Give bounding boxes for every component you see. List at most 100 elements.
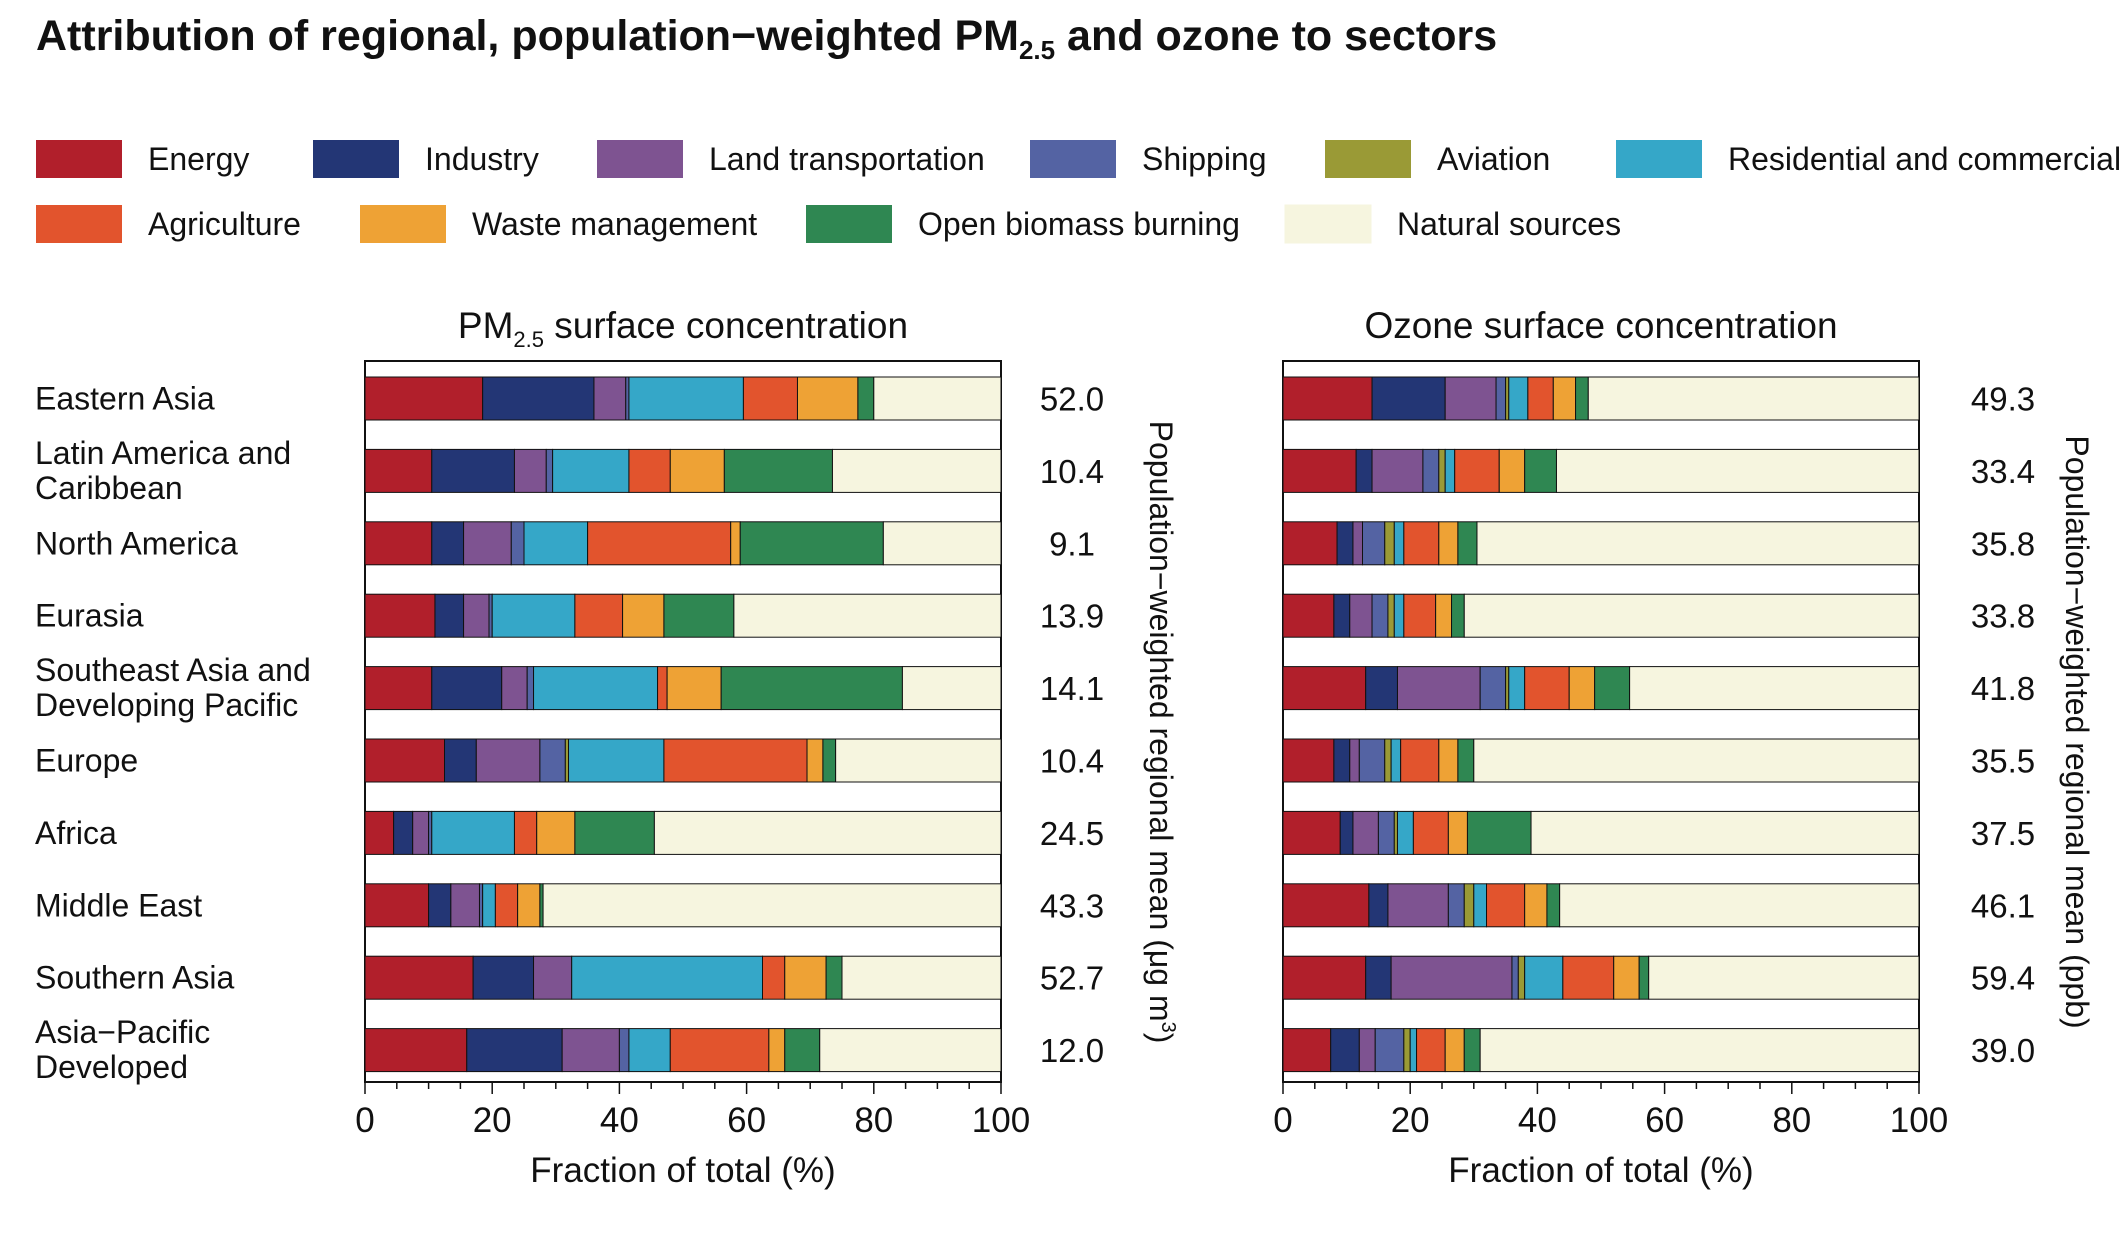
bar-2-row-8-3 [1511,955,1519,1000]
bar-2-row-8-0 [1282,955,1367,1000]
bar-2-row-1-9 [1555,448,1920,493]
bar-2-row-4-0 [1282,666,1367,711]
chart-panel-1: PM2.5 surface concentration 52.0 10.4 9.1 13… [355,305,1179,1190]
bar-1-row-2-6 [587,521,732,566]
bar-2-row-5-8 [1457,738,1475,783]
legend-swatch-4 [1325,140,1411,178]
bar-2-row-8-7 [1613,955,1640,1000]
legend-label-0: Energy [148,141,249,177]
legend-swatch-5 [1616,140,1702,178]
legend-label-2: Land transportation [709,141,985,177]
legend-label-4: Aviation [1437,141,1550,177]
bar-2-row-3-3 [1371,593,1389,638]
mean-value-1-5: 10.4 [1040,743,1104,780]
title-suffix: and ozone to sectors [1055,12,1497,60]
x-tick-label-1-4: 80 [854,1101,893,1140]
bar-1-row-3-0 [364,593,436,638]
legend-swatch-9 [1284,204,1372,244]
panel-title-main-2: Ozone surface concentration [1364,305,1837,346]
bar-2-row-1-1 [1355,448,1373,493]
bar-1-row-0-1 [482,376,595,421]
bar-2-row-3-5 [1393,593,1405,638]
legend: Energy Industry Land transportation Shippin… [36,140,2121,244]
bar-1-row-9-1 [466,1028,563,1073]
bar-2-row-4-9 [1629,666,1920,711]
bar-1-row-1-1 [431,448,515,493]
x-tick-label-1-1: 20 [473,1101,512,1140]
bar-2-row-4-6 [1524,666,1570,711]
bar-1-row-0-7 [796,376,859,421]
bar-2-row-6-5 [1396,810,1414,855]
bar-1-row-2-1 [431,521,465,566]
bar-1-row-1-8 [723,448,833,493]
bar-2-row-6-1 [1339,810,1354,855]
region-label-0: Eastern Asia [35,381,215,417]
bar-2-row-5-5 [1390,738,1402,783]
bar-2-row-8-4 [1517,955,1526,1000]
bar-2-row-6-0 [1282,810,1341,855]
title-subscript: 2.5 [1019,35,1055,65]
mean-value-1-3: 13.9 [1040,598,1104,635]
bar-2-row-1-4 [1438,448,1446,493]
mean-value-2-7: 46.1 [1971,887,2035,924]
bar-1-row-4-0 [364,666,433,711]
bar-1-row-7-1 [428,883,452,928]
bar-2-row-3-4 [1387,593,1395,638]
legend-swatch-0 [36,140,122,178]
bar-1-row-4-8 [720,666,903,711]
bar-2-row-4-3 [1479,666,1507,711]
legend-label-6: Agriculture [148,206,301,242]
region-label-2: North America [35,525,238,561]
bar-2-row-3-2 [1349,593,1373,638]
bar-2-row-5-9 [1473,738,1920,783]
region-label-1-line-2: Caribbean [35,470,183,506]
mean-value-1-2: 9.1 [1049,525,1095,562]
region-label-3: Eurasia [35,598,144,634]
bar-2-row-3-8 [1451,593,1465,638]
bar-2-row-3-7 [1435,593,1453,638]
bar-2-row-2-0 [1282,521,1338,566]
bar-1-row-2-5 [523,521,589,566]
bar-1-row-3-9 [733,593,1002,638]
bar-2-row-8-5 [1524,955,1564,1000]
legend-label-9: Natural sources [1397,206,1621,242]
x-tick-label-1-3: 60 [727,1101,766,1140]
x-tick-label-2-1: 20 [1391,1101,1430,1140]
mean-value-1-1: 10.4 [1040,453,1104,490]
region-label-4-line-1: Southeast Asia and [35,652,311,688]
bar-2-row-9-0 [1282,1028,1332,1073]
bar-2-row-2-7 [1438,521,1459,566]
bar-1-row-5-5 [568,738,665,783]
bar-2-row-0-0 [1282,376,1373,421]
region-label-4-line-2: Developing Pacific [35,687,298,723]
legend-swatch-7 [360,205,446,243]
x-tick-label-2-0: 0 [1273,1101,1292,1140]
bar-2-row-0-8 [1575,376,1589,421]
x-tick-label-2-2: 40 [1518,1101,1557,1140]
bar-2-row-5-1 [1333,738,1351,783]
bar-1-row-3-6 [574,593,624,638]
bar-2-row-3-0 [1282,593,1335,638]
bar-2-row-9-4 [1403,1028,1411,1073]
mean-value-2-9: 39.0 [1971,1032,2035,1069]
bar-1-row-5-2 [475,738,541,783]
bar-2-row-9-5 [1409,1028,1418,1073]
bar-1-row-2-9 [882,521,1002,566]
x-axis-label-2: Fraction of total (%) [1448,1151,1753,1190]
bar-1-row-6-9 [653,810,1002,855]
bar-1-row-4-3 [526,666,535,711]
x-tick-label-2-3: 60 [1645,1101,1684,1140]
region-label-5: Europe [35,743,138,779]
bar-1-row-5-7 [806,738,824,783]
bar-2-row-9-7 [1444,1028,1465,1073]
bar-2-row-9-1 [1330,1028,1360,1073]
mean-value-1-4: 14.1 [1040,670,1104,707]
bar-1-row-5-0 [364,738,445,783]
bar-1-row-6-8 [574,810,655,855]
bar-1-row-4-1 [431,666,503,711]
region-label-7: Middle East [35,887,202,923]
bar-1-row-0-6 [742,376,798,421]
legend-label-3: Shipping [1142,141,1267,177]
